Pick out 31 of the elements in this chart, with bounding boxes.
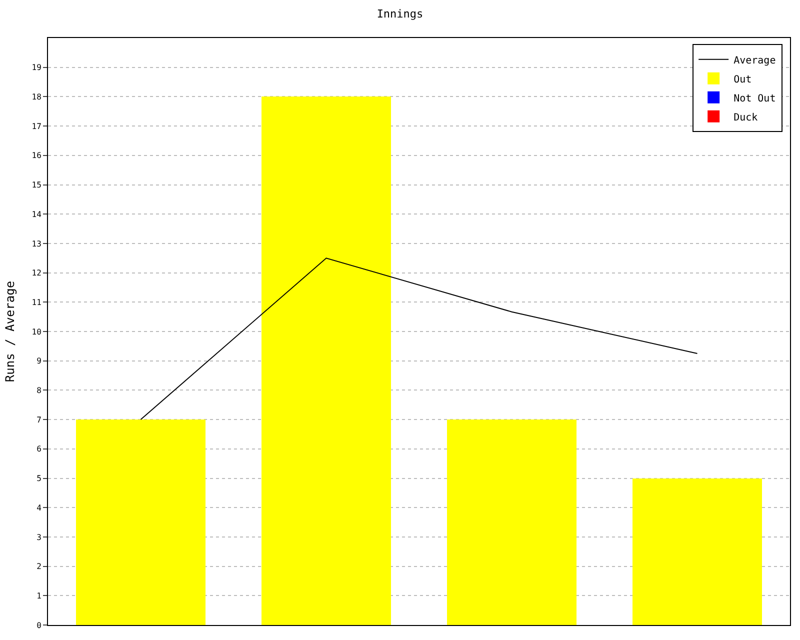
y-tick-label: 10 xyxy=(32,327,42,336)
y-tick-label: 1 xyxy=(36,591,42,600)
y-tick-label: 11 xyxy=(32,298,42,307)
y-tick-label: 9 xyxy=(36,356,42,366)
bar xyxy=(261,96,392,625)
y-tick-label: 6 xyxy=(36,444,42,454)
y-tick-label: 8 xyxy=(36,386,42,395)
y-tick-label: 13 xyxy=(32,239,42,248)
legend-label: Duck xyxy=(734,112,758,124)
legend-label: Out xyxy=(734,74,752,86)
y-tick-label: 18 xyxy=(32,92,42,102)
legend-label: Average xyxy=(734,55,776,66)
y-tick-label: 4 xyxy=(36,503,42,512)
bar xyxy=(446,420,577,625)
y-tick-label: 5 xyxy=(36,474,42,484)
bar xyxy=(76,420,206,625)
y-axis-title: Runs / Average xyxy=(3,280,17,382)
y-tick-label: 7 xyxy=(36,415,42,424)
y-tick-label: 15 xyxy=(32,180,42,190)
y-tick-label: 16 xyxy=(32,151,42,160)
y-tick-label: 2 xyxy=(36,562,42,572)
chart-title: Innings xyxy=(376,7,424,20)
y-tick-label: 12 xyxy=(32,268,42,278)
y-tick-label: 17 xyxy=(32,122,42,131)
y-tick-label: 14 xyxy=(32,210,42,219)
y-tick-label: 0 xyxy=(36,620,42,630)
y-tick-label: 19 xyxy=(32,63,42,72)
y-tick-label: 3 xyxy=(36,532,42,542)
legend-label: Not Out xyxy=(734,93,776,104)
line-series xyxy=(140,258,698,420)
bar xyxy=(632,478,762,625)
